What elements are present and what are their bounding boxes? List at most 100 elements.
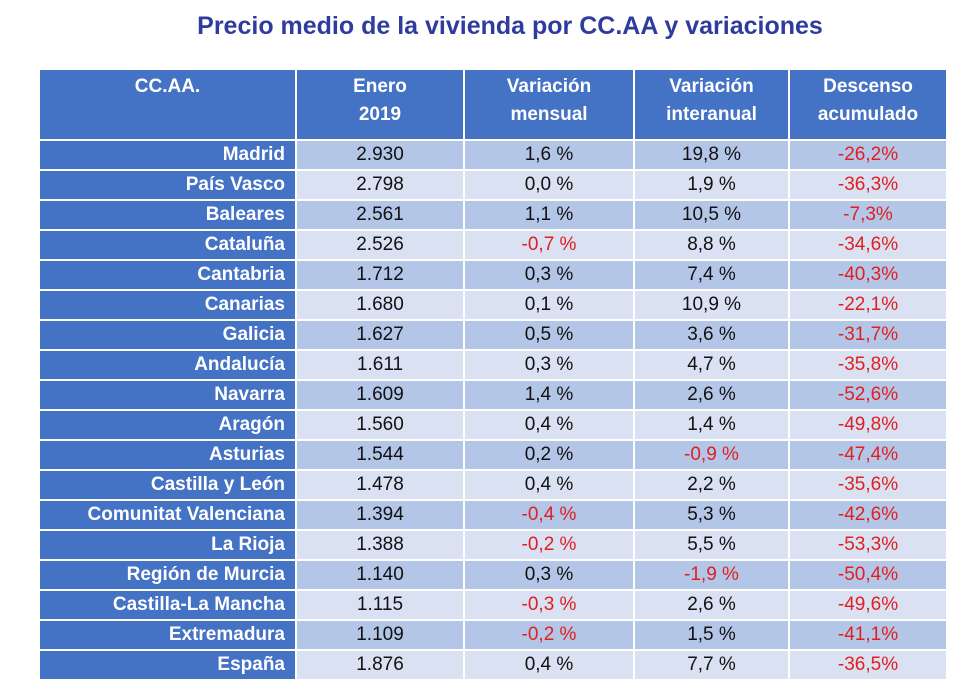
value-cell: -0,4 % (463, 499, 635, 531)
region-name-cell: Baleares (38, 199, 297, 231)
value-cell: 0,3 % (463, 259, 635, 291)
value-cell: 5,3 % (633, 499, 790, 531)
value-cell: -52,6% (788, 379, 948, 411)
header-row: CC.AA. Enero 2019 Variación mensual Variación… (38, 68, 948, 141)
table-row: España 1.876 0,4 % 7,7 % -36,5% (38, 649, 948, 681)
table-row: Madrid 2.930 1,6 % 19,8 % -26,2% (38, 139, 948, 171)
value-cell: 1.609 (295, 379, 465, 411)
column-header-line: acumulado (817, 104, 919, 125)
value-cell: -41,1% (788, 619, 948, 651)
region-name-cell: Aragón (38, 409, 297, 441)
column-header: Descenso acumulado (788, 68, 948, 141)
value-cell: 1,1 % (463, 199, 635, 231)
value-cell: 7,7 % (633, 649, 790, 681)
value-cell: 1.627 (295, 319, 465, 351)
value-cell: -47,4% (788, 439, 948, 471)
table-row: Cantabria 1.712 0,3 % 7,4 % -40,3% (38, 259, 948, 291)
value-cell: 2,6 % (633, 379, 790, 411)
column-header-line: mensual (510, 104, 588, 125)
value-cell: 1.388 (295, 529, 465, 561)
value-cell: 0,4 % (463, 649, 635, 681)
region-name-cell: Navarra (38, 379, 297, 411)
value-cell: 1.560 (295, 409, 465, 441)
column-header: CC.AA. (38, 68, 297, 141)
region-name-cell: Cataluña (38, 229, 297, 261)
value-cell: -0,3 % (463, 589, 635, 621)
value-cell: 1,5 % (633, 619, 790, 651)
value-cell: 0,0 % (463, 169, 635, 201)
value-cell: -36,3% (788, 169, 948, 201)
table-row: Región de Murcia 1.140 0,3 % -1,9 % -50,4% (38, 559, 948, 591)
value-cell: -22,1% (788, 289, 948, 321)
region-name-cell: España (38, 649, 297, 681)
region-name-cell: País Vasco (38, 169, 297, 201)
region-name-cell: Canarias (38, 289, 297, 321)
table-row: Castilla y León 1.478 0,4 % 2,2 % -35,6% (38, 469, 948, 501)
region-name-cell: Comunitat Valenciana (38, 499, 297, 531)
table-row: Comunitat Valenciana 1.394 -0,4 % 5,3 % -42,… (38, 499, 948, 531)
region-name-cell: Cantabria (38, 259, 297, 291)
region-name-cell: Castilla-La Mancha (38, 589, 297, 621)
value-cell: 1,4 % (633, 409, 790, 441)
table-row: Castilla-La Mancha 1.115 -0,3 % 2,6 % -49,6% (38, 589, 948, 621)
value-cell: 1.140 (295, 559, 465, 591)
value-cell: 1.544 (295, 439, 465, 471)
value-cell: 3,6 % (633, 319, 790, 351)
column-header-line: Variación (669, 76, 754, 97)
region-name-cell: Galicia (38, 319, 297, 351)
table-row: Galicia 1.627 0,5 % 3,6 % -31,7% (38, 319, 948, 351)
table-row: Aragón 1.560 0,4 % 1,4 % -49,8% (38, 409, 948, 441)
region-name-cell: Andalucía (38, 349, 297, 381)
table-row: Navarra 1.609 1,4 % 2,6 % -52,6% (38, 379, 948, 411)
value-cell: 0,2 % (463, 439, 635, 471)
table-row: Extremadura 1.109 -0,2 % 1,5 % -41,1% (38, 619, 948, 651)
value-cell: 19,8 % (633, 139, 790, 171)
value-cell: -0,2 % (463, 619, 635, 651)
region-name-cell: Extremadura (38, 619, 297, 651)
value-cell: -0,2 % (463, 529, 635, 561)
value-cell: 0,3 % (463, 559, 635, 591)
value-cell: -49,6% (788, 589, 948, 621)
value-cell: 1.115 (295, 589, 465, 621)
value-cell: 2.930 (295, 139, 465, 171)
value-cell: 1.876 (295, 649, 465, 681)
value-cell: -34,6% (788, 229, 948, 261)
column-header-line: 2019 (358, 104, 402, 125)
column-header-line: Variación (506, 76, 592, 97)
table-title: Precio medio de la vivienda por CC.AA y … (197, 12, 823, 40)
value-cell: -42,6% (788, 499, 948, 531)
table-row: Canarias 1.680 0,1 % 10,9 % -22,1% (38, 289, 948, 321)
value-cell: 1.712 (295, 259, 465, 291)
value-cell: 1.478 (295, 469, 465, 501)
table-row: País Vasco 2.798 0,0 % 1,9 % -36,3% (38, 169, 948, 201)
value-cell: 0,5 % (463, 319, 635, 351)
value-cell: -40,3% (788, 259, 948, 291)
value-cell: 2,2 % (633, 469, 790, 501)
column-header-line: interanual (666, 104, 757, 125)
value-cell: 0,3 % (463, 349, 635, 381)
value-cell: -0,7 % (463, 229, 635, 261)
value-cell: 10,5 % (633, 199, 790, 231)
value-cell: 10,9 % (633, 289, 790, 321)
value-cell: 1,9 % (633, 169, 790, 201)
region-name-cell: La Rioja (38, 529, 297, 561)
value-cell: 1,6 % (463, 139, 635, 171)
value-cell: -50,4% (788, 559, 948, 591)
value-cell: 7,4 % (633, 259, 790, 291)
value-cell: -35,8% (788, 349, 948, 381)
value-cell: -0,9 % (633, 439, 790, 471)
value-cell: 2.798 (295, 169, 465, 201)
region-name-cell: Región de Murcia (38, 559, 297, 591)
region-name-cell: Castilla y León (38, 469, 297, 501)
value-cell: 1.611 (295, 349, 465, 381)
value-cell: -1,9 % (633, 559, 790, 591)
value-cell: 0,4 % (463, 409, 635, 441)
column-header-line: CC.AA. (134, 76, 201, 97)
column-header-line: Enero (353, 76, 407, 97)
value-cell: 1,4 % (463, 379, 635, 411)
value-cell: -35,6% (788, 469, 948, 501)
value-cell: 5,5 % (633, 529, 790, 561)
value-cell: -49,8% (788, 409, 948, 441)
value-cell: 4,7 % (633, 349, 790, 381)
table-row: La Rioja 1.388 -0,2 % 5,5 % -53,3% (38, 529, 948, 561)
